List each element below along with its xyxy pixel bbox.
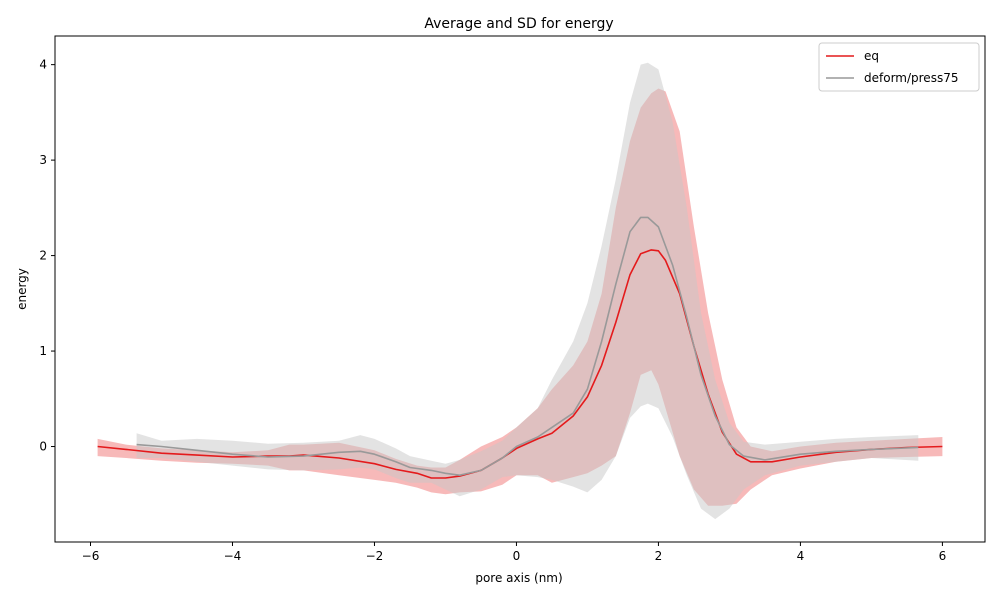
x-tick-label: 0: [513, 549, 521, 563]
y-axis: 0 1 2 3 4: [39, 58, 55, 454]
x-tick-label: −4: [224, 549, 242, 563]
x-tick-label: −6: [82, 549, 100, 563]
plot-frame: [54, 35, 986, 543]
chart-title: Average and SD for energy: [424, 16, 613, 32]
sd-band-deform: [136, 62, 919, 520]
x-axis: −6 −4 −2 0 2 4 6: [82, 542, 947, 563]
series-lines: [97, 216, 943, 479]
series-line-deform: [136, 216, 919, 476]
y-axis-label: energy: [15, 268, 29, 310]
y-tick-label: 0: [39, 440, 47, 454]
legend-label-eq: eq: [864, 49, 879, 63]
x-tick-label: 6: [939, 549, 947, 563]
y-tick-label: 3: [39, 153, 47, 167]
y-tick-label: 2: [39, 249, 47, 263]
x-tick-label: 2: [655, 549, 663, 563]
x-tick-label: −2: [366, 549, 384, 563]
y-tick-label: 4: [39, 58, 47, 72]
sd-bands: [97, 62, 943, 520]
x-tick-label: 4: [797, 549, 805, 563]
legend-label-deform: deform/press75: [864, 71, 958, 85]
legend: eq deform/press75: [818, 42, 980, 92]
y-tick-label: 1: [39, 344, 47, 358]
legend-box: [818, 42, 980, 92]
x-axis-label: pore axis (nm): [475, 571, 562, 585]
